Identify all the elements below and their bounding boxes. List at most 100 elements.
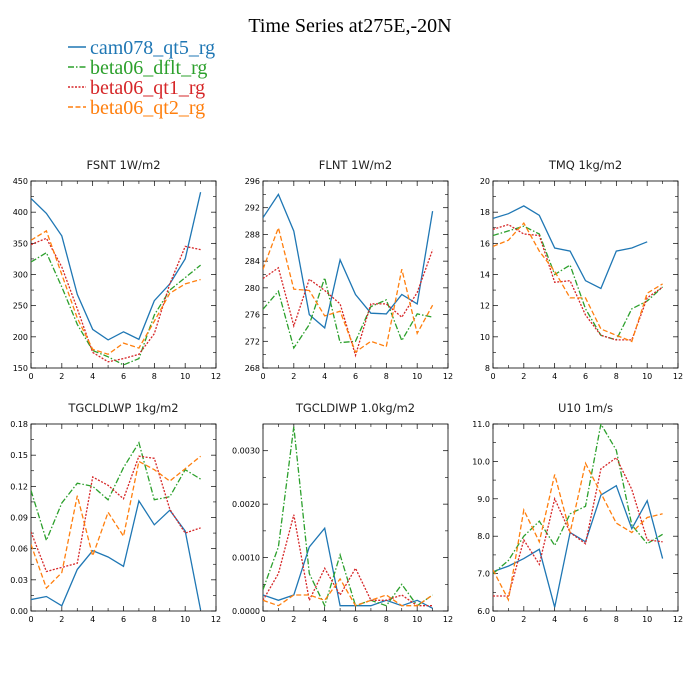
- x-tick-label: 4: [90, 372, 95, 381]
- series-line-beta06_qt1_rg: [31, 455, 201, 573]
- y-tick-label: 0.0010: [232, 554, 260, 563]
- x-tick-label: 0: [260, 615, 265, 624]
- series-line-beta06_qt2_rg: [493, 461, 663, 602]
- x-tick-label: 12: [673, 615, 683, 624]
- y-tick-label: 11.0: [472, 420, 490, 429]
- series-line-beta06_qt1_rg: [493, 456, 663, 597]
- series-line-cam078_qt5_rg: [31, 192, 202, 341]
- x-tick-label: 8: [152, 615, 157, 624]
- x-tick-label: 6: [353, 372, 358, 381]
- x-tick-label: 6: [583, 615, 588, 624]
- y-tick-label: 280: [245, 284, 260, 293]
- x-tick-label: 2: [521, 615, 526, 624]
- panel-1: FLNT 1W/m2 0 2 4 6 8 10 12 268 272 276 280 284 288 292…: [245, 158, 453, 381]
- y-tick-label: 0.18: [10, 420, 28, 429]
- panel-title: FSNT 1W/m2: [86, 158, 160, 172]
- y-tick-label: 7.0: [477, 570, 490, 579]
- series-line-beta06_qt1_rg: [493, 223, 663, 341]
- series-line-cam078_qt5_rg: [263, 193, 434, 330]
- x-tick-label: 8: [384, 372, 389, 381]
- x-tick-label: 4: [90, 615, 95, 624]
- y-tick-label: 292: [245, 204, 260, 213]
- y-tick-label: 300: [13, 271, 28, 280]
- x-tick-label: 2: [59, 372, 64, 381]
- x-tick-label: 0: [490, 372, 495, 381]
- x-tick-label: 6: [353, 615, 358, 624]
- y-tick-label: 14: [480, 271, 490, 280]
- x-tick-label: 8: [152, 372, 157, 381]
- y-tick-label: 268: [245, 364, 260, 373]
- y-tick-label: 288: [245, 230, 260, 239]
- panel-3: TGCLDLWP 1kg/m2 0 2 4 6 8 10 12 0.00 0.03 0.06 0.09…: [10, 401, 221, 624]
- y-tick-label: 6.0: [477, 607, 490, 616]
- series-line-beta06_qt1_rg: [263, 249, 434, 358]
- y-tick-label: 0.09: [10, 514, 28, 523]
- panel-0: FSNT 1W/m2 0 2 4 6 8 10 12 150 200 250 300 350 400 450: [13, 158, 221, 381]
- x-tick-label: 12: [673, 372, 683, 381]
- x-tick-label: 2: [521, 372, 526, 381]
- y-tick-label: 0.03: [10, 576, 28, 585]
- x-tick-label: 10: [412, 372, 422, 381]
- x-tick-label: 4: [552, 615, 557, 624]
- y-tick-label: 10: [480, 333, 490, 342]
- y-tick-label: 350: [13, 239, 28, 248]
- series-line-beta06_qt1_rg: [31, 237, 201, 363]
- series-line-beta06_dflt_rg: [31, 441, 201, 543]
- y-tick-label: 400: [13, 208, 28, 217]
- panel-title: FLNT 1W/m2: [319, 158, 392, 172]
- panel-title: TGCLDIWP 1.0kg/m2: [295, 401, 415, 415]
- y-tick-label: 250: [13, 302, 28, 311]
- y-tick-label: 20: [480, 177, 490, 186]
- plot-frame: [30, 423, 217, 612]
- x-tick-label: 0: [28, 615, 33, 624]
- panel-4: TGCLDIWP 1.0kg/m2 0 2 4 6 8 10 12 0.0000 0.0010 0.…: [232, 401, 453, 624]
- x-tick-label: 2: [291, 615, 296, 624]
- x-tick-label: 12: [443, 372, 453, 381]
- y-tick-label: 0.0000: [232, 607, 260, 616]
- series-line-cam078_qt5_rg: [263, 526, 433, 609]
- plot-frame: [492, 180, 679, 369]
- figure-title: Time Series at275E,-20N: [248, 15, 451, 37]
- x-tick-label: 4: [322, 372, 327, 381]
- y-tick-label: 8.0: [477, 532, 490, 541]
- x-tick-label: 2: [59, 615, 64, 624]
- x-tick-label: 8: [614, 615, 619, 624]
- y-tick-label: 0.0020: [232, 500, 260, 509]
- y-tick-label: 0.0030: [232, 447, 260, 456]
- x-tick-label: 2: [291, 372, 296, 381]
- x-tick-label: 0: [28, 372, 33, 381]
- x-tick-label: 0: [260, 372, 265, 381]
- x-tick-label: 4: [552, 372, 557, 381]
- series-line-beta06_qt1_rg: [263, 514, 433, 607]
- panel-title: U10 1m/s: [558, 401, 613, 415]
- x-tick-label: 8: [614, 372, 619, 381]
- series-line-beta06_qt2_rg: [31, 455, 202, 590]
- series-line-beta06_dflt_rg: [263, 426, 433, 608]
- y-tick-label: 0.00: [10, 607, 28, 616]
- legend-label-beta06_dflt_rg: beta06_dflt_rg: [90, 57, 207, 79]
- y-tick-label: 12: [480, 302, 490, 311]
- series-line-beta06_dflt_rg: [493, 225, 664, 341]
- x-tick-label: 12: [211, 615, 221, 624]
- x-tick-label: 8: [384, 615, 389, 624]
- panels: FSNT 1W/m20 2 4 6 8 10 12150200250300350400450…: [10, 158, 683, 624]
- y-tick-label: 10.0: [472, 457, 490, 466]
- x-tick-label: 10: [180, 372, 190, 381]
- series-line-beta06_qt2_rg: [263, 577, 433, 607]
- panel-5: U10 1m/s 0 2 4 6 8 10 12 6.0 7.0 8.0 9.0 10.0 11.0: [472, 401, 683, 624]
- y-tick-label: 150: [13, 364, 28, 373]
- legend-label-beta06_qt2_rg: beta06_qt2_rg: [90, 97, 205, 119]
- y-tick-label: 16: [480, 239, 490, 248]
- x-tick-label: 10: [642, 372, 652, 381]
- series-line-beta06_dflt_rg: [263, 275, 433, 350]
- panel-title: TGCLDLWP 1kg/m2: [67, 401, 178, 415]
- y-tick-label: 18: [480, 208, 490, 217]
- y-tick-label: 8: [485, 364, 490, 373]
- y-tick-label: 200: [13, 333, 28, 342]
- legend: cam078_qt5_rgbeta06_dflt_rgbeta06_qt1_rg…: [68, 37, 215, 119]
- y-tick-label: 296: [245, 177, 260, 186]
- y-tick-label: 450: [13, 177, 28, 186]
- x-tick-label: 10: [180, 615, 190, 624]
- x-tick-label: 12: [211, 372, 221, 381]
- x-tick-label: 4: [322, 615, 327, 624]
